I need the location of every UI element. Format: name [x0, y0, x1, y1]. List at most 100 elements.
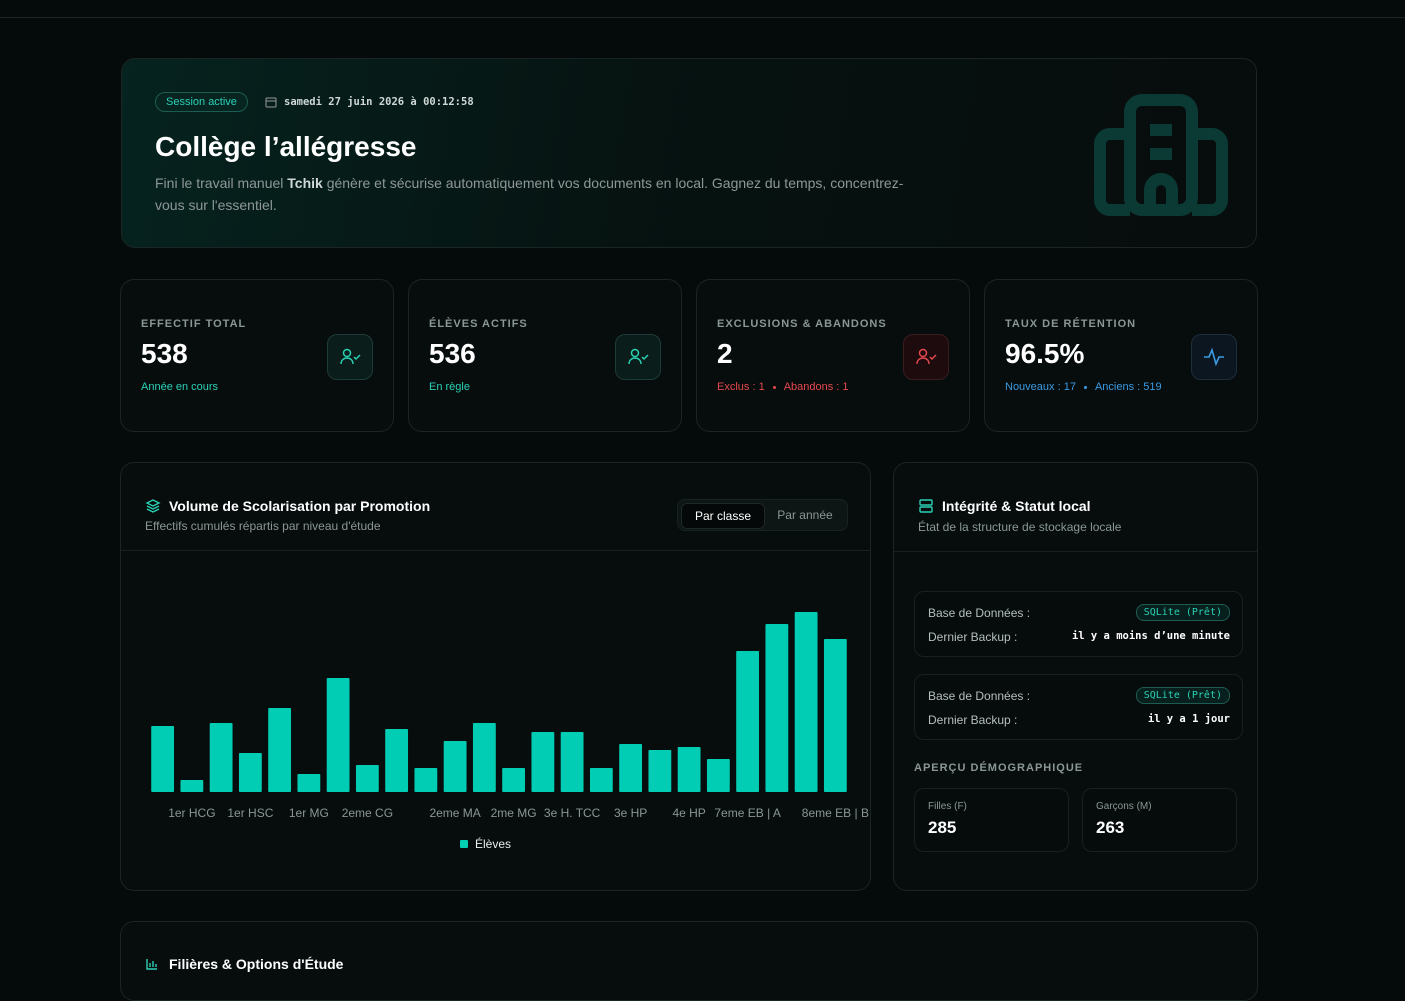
- stat-card: EFFECTIF TOTAL 538 Année en cours: [120, 279, 394, 432]
- demographic-label: Filles (F): [928, 801, 967, 812]
- divider: [121, 550, 870, 551]
- backup-value: il y a 1 jour: [1147, 713, 1230, 725]
- stat-icon: [903, 334, 949, 380]
- x-tick-label: 3e HP: [614, 806, 647, 820]
- x-tick-label: 8eme EB | B: [802, 806, 869, 820]
- stat-icon: [615, 334, 661, 380]
- bar: [326, 678, 350, 792]
- divider: [894, 551, 1257, 552]
- stat-card: ÉLÈVES ACTIFS 536 En règle: [408, 279, 682, 432]
- toggle-button[interactable]: Par classe: [681, 503, 765, 529]
- desc-start: Fini le travail manuel: [155, 175, 288, 191]
- stat-notes: Nouveaux : 17 Anciens : 519: [1005, 381, 1162, 393]
- x-tick-label: 7eme EB | A: [714, 806, 781, 820]
- bar: [472, 723, 496, 792]
- bar: [180, 780, 204, 792]
- x-tick-label: 2eme CG: [342, 806, 393, 820]
- stat-value: 538: [141, 338, 188, 369]
- icon-glyph: [340, 348, 361, 365]
- next-section-card: Filières & Options d'Étude: [120, 921, 1258, 1001]
- db-label: Base de Données :: [928, 689, 1031, 703]
- stat-value: 536: [429, 338, 476, 369]
- demographics-title: APERÇU DÉMOGRAPHIQUE: [914, 762, 1084, 774]
- session-badge: Session active: [155, 92, 248, 112]
- stat-value: 2: [717, 338, 733, 369]
- icon-glyph: [628, 348, 649, 365]
- layers-icon: [145, 499, 161, 513]
- db-label: Base de Données :: [928, 606, 1031, 620]
- stat-note: En règle: [429, 381, 470, 393]
- stat-label: ÉLÈVES ACTIFS: [429, 318, 528, 330]
- chart-title: Volume de Scolarisation par Promotion: [169, 498, 431, 514]
- demographic-label: Garçons (M): [1096, 801, 1152, 812]
- stat-icon: [327, 334, 373, 380]
- stat-label: EFFECTIF TOTAL: [141, 318, 247, 330]
- bar: [151, 726, 175, 792]
- toggle-group: Par classe Par année: [677, 499, 848, 531]
- datetime: samedi 27 juin 2026 à 00:12:58: [284, 96, 474, 108]
- bar-chart: 1er HCG 1er HSC 1er MG 2eme CG 2eme MA 2me MG…: [151, 612, 869, 851]
- desc-end: génère et sécurise automatiquement vos d…: [155, 175, 904, 213]
- db-value: SQLite (Prêt): [1135, 687, 1230, 704]
- icon-glyph: [1204, 347, 1224, 367]
- bar: [531, 732, 555, 792]
- stat-note: Nouveaux : 17: [1005, 381, 1076, 393]
- desc-brand: Tchik: [287, 175, 323, 191]
- status-subtitle: État de la structure de stockage locale: [918, 520, 1122, 534]
- bar: [209, 723, 233, 792]
- bar: [677, 747, 701, 792]
- stat-value: 96.5%: [1005, 338, 1085, 369]
- status-card: Intégrité & Statut local État de la stru…: [893, 462, 1258, 891]
- stat-note: Année en cours: [141, 381, 219, 393]
- separator-dot: [1083, 385, 1087, 389]
- x-tick-label: 3e H. TCC: [544, 806, 601, 820]
- demographic-box: Garçons (M) 263: [1082, 788, 1237, 852]
- backup-value: il y a moins d’une minute: [1071, 630, 1230, 642]
- x-tick-label: 1er MG: [289, 806, 329, 820]
- toggle-button[interactable]: Par année: [777, 508, 833, 522]
- bar: [823, 639, 847, 792]
- server-icon: [919, 499, 933, 513]
- bar: [706, 759, 730, 792]
- stat-note: Exclus : 1: [717, 381, 765, 393]
- stat-notes: Exclus : 1 Abandons : 1: [717, 381, 849, 393]
- bar: [648, 750, 672, 792]
- separator-dot: [772, 385, 776, 389]
- backup-label: Dernier Backup :: [928, 713, 1018, 727]
- stat-note: Abandons : 1: [783, 381, 849, 393]
- stat-label: TAUX DE RÉTENTION: [1005, 318, 1137, 330]
- page: Session active samedi 27 juin 2026 à 00:…: [0, 17, 1405, 1001]
- hero-description: Fini le travail manuel Tchik génère et s…: [155, 172, 915, 216]
- status-title: Intégrité & Statut local: [942, 498, 1091, 514]
- stat-note: Anciens : 519: [1094, 381, 1162, 393]
- building-icon: [1094, 94, 1228, 216]
- bar: [297, 774, 321, 792]
- icon-glyph: [916, 348, 937, 365]
- hero-card: Session active samedi 27 juin 2026 à 00:…: [121, 58, 1257, 248]
- db-row: Base de Données : SQLite (Prêt) Dernier Ba…: [914, 591, 1243, 657]
- x-tick-label: 4e HP: [672, 806, 705, 820]
- demographic-value: 285: [928, 818, 957, 837]
- stat-card: EXCLUSIONS & ABANDONS 2 Exclus : 1 Abandons…: [696, 279, 970, 432]
- stat-icon: [1191, 334, 1237, 380]
- bar: [414, 768, 438, 792]
- bar: [355, 765, 379, 792]
- bar: [589, 768, 613, 792]
- bar: [765, 624, 789, 792]
- legend-label: Élèves: [475, 836, 511, 851]
- legend-swatch: [460, 840, 468, 848]
- bar: [238, 753, 262, 792]
- bar: [502, 768, 526, 792]
- chart-subtitle: Effectifs cumulés répartis par niveau d'…: [145, 519, 381, 533]
- backup-label: Dernier Backup :: [928, 630, 1018, 644]
- bar: [560, 732, 584, 792]
- x-tick-label: 2eme MA: [429, 806, 480, 820]
- db-value: SQLite (Prêt): [1135, 604, 1230, 621]
- x-tick-label: 2me MG: [491, 806, 537, 820]
- bar: [268, 708, 292, 792]
- stat-notes: Année en cours: [141, 381, 218, 393]
- db-row: Base de Données : SQLite (Prêt) Dernier Ba…: [914, 674, 1243, 740]
- school-title: Collège l’allégresse: [155, 131, 417, 162]
- bar: [619, 744, 643, 792]
- x-tick-label: 1er HSC: [227, 806, 273, 820]
